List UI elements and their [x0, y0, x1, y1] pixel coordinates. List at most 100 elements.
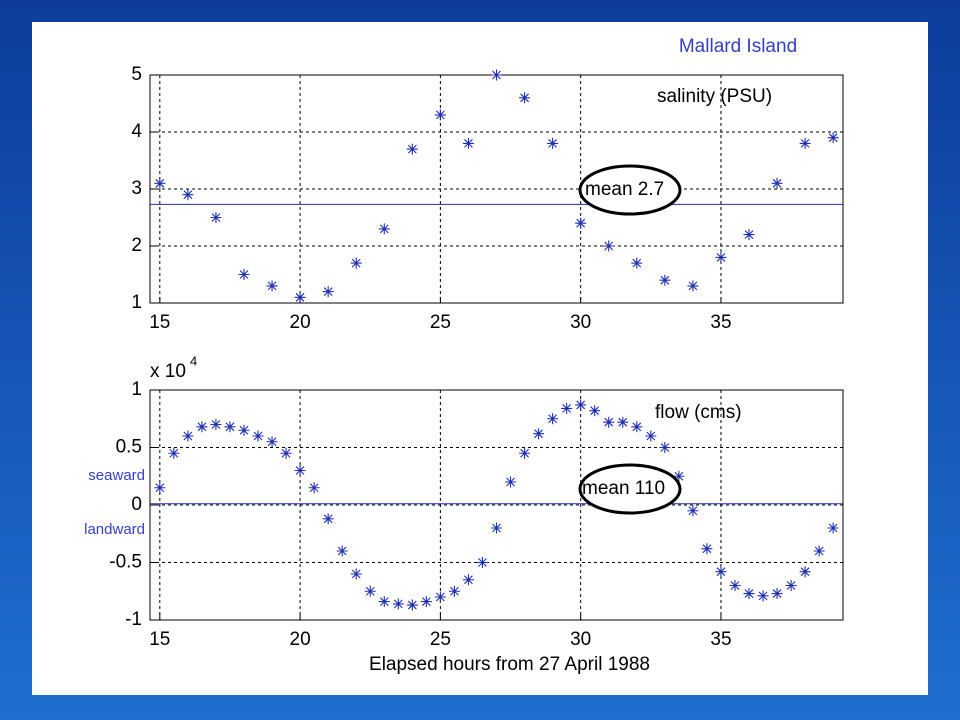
- point: [420, 596, 432, 608]
- y-tick-label: -0.5: [109, 552, 142, 573]
- y-tick-label: 3: [131, 178, 142, 199]
- point: [589, 405, 601, 417]
- point: [575, 399, 587, 411]
- y-tick-label: 2: [131, 235, 142, 256]
- y-tick-label: -1: [125, 609, 142, 630]
- mean-label: mean 2.7: [585, 179, 664, 200]
- point: [687, 280, 699, 292]
- axes-box: [149, 389, 844, 621]
- y-tick-label: 1: [131, 379, 142, 400]
- point: [196, 421, 208, 433]
- point: [519, 92, 531, 104]
- point: [561, 402, 573, 414]
- point: [687, 505, 699, 517]
- point: [519, 447, 531, 459]
- point: [210, 419, 222, 430]
- point: [547, 137, 559, 149]
- x-tick-label: 30: [570, 629, 591, 650]
- x-tick-label: 30: [570, 312, 591, 333]
- point: [799, 137, 811, 149]
- point: [252, 430, 264, 442]
- y-tick-label: 0.5: [116, 437, 142, 458]
- x-tick-label: 15: [149, 629, 170, 650]
- point: [743, 588, 755, 600]
- x-tick-label: 35: [710, 629, 731, 650]
- x-tick-label: 20: [290, 629, 311, 650]
- annotation: salinity (PSU): [657, 86, 772, 107]
- point: [462, 574, 474, 586]
- point: [266, 280, 278, 292]
- point: [238, 269, 250, 280]
- point: [757, 590, 769, 602]
- point: [154, 482, 166, 494]
- point: [350, 257, 362, 269]
- point: [785, 580, 797, 591]
- point: [378, 223, 390, 235]
- x-tick-label: 25: [430, 629, 451, 650]
- y-tick-label: 5: [131, 64, 142, 85]
- point: [210, 212, 222, 223]
- point: [729, 580, 741, 591]
- point: [603, 240, 615, 252]
- point: [673, 470, 685, 482]
- point: [533, 428, 545, 440]
- point: [266, 436, 278, 448]
- point: [547, 413, 559, 425]
- point: [322, 286, 334, 298]
- point: [182, 430, 194, 442]
- point: [406, 599, 418, 611]
- point: [701, 543, 713, 555]
- point: [743, 229, 755, 241]
- point: [434, 591, 446, 603]
- point: [645, 430, 657, 442]
- point: [294, 465, 306, 476]
- point: [322, 513, 334, 525]
- mean-label: mean 110: [582, 478, 665, 499]
- y-multiplier: x 10: [150, 361, 186, 382]
- point: [715, 251, 727, 263]
- point: [238, 424, 250, 436]
- point: [631, 421, 643, 433]
- point: [659, 442, 671, 453]
- highlight-ellipse: [578, 164, 682, 216]
- point: [336, 545, 348, 557]
- x-tick-label: 35: [710, 312, 731, 333]
- side-label: landward: [84, 521, 145, 538]
- point: [448, 585, 460, 597]
- y-tick-label: 1: [131, 292, 142, 313]
- y-tick-label: 0: [131, 494, 142, 515]
- x-axis-label: Elapsed hours from 27 April 1988: [369, 654, 650, 675]
- panel: [32, 22, 928, 695]
- point: [350, 568, 362, 580]
- point: [406, 143, 418, 155]
- y-exponent: 4: [190, 353, 197, 368]
- point: [168, 447, 180, 459]
- point: [378, 596, 390, 608]
- x-tick-label: 20: [290, 312, 311, 333]
- point: [631, 257, 643, 269]
- point: [505, 476, 517, 488]
- point: [476, 557, 488, 568]
- point: [715, 566, 727, 578]
- point: [294, 291, 306, 303]
- point: [491, 522, 502, 534]
- point: [603, 416, 615, 428]
- point: [799, 566, 811, 578]
- x-tick-label: 25: [430, 312, 451, 333]
- point: [154, 177, 166, 189]
- page-title: Mallard Island: [679, 36, 797, 57]
- point: [827, 522, 839, 534]
- point: [617, 416, 629, 428]
- point: [491, 69, 502, 81]
- point: [392, 598, 404, 610]
- highlight-ellipse: [578, 463, 682, 515]
- point: [771, 177, 783, 189]
- x-tick-label: 15: [149, 312, 170, 333]
- point: [308, 482, 320, 494]
- point: [224, 421, 236, 433]
- y-tick-label: 4: [131, 121, 142, 142]
- point: [182, 189, 194, 201]
- point: [575, 217, 587, 229]
- point: [771, 588, 783, 600]
